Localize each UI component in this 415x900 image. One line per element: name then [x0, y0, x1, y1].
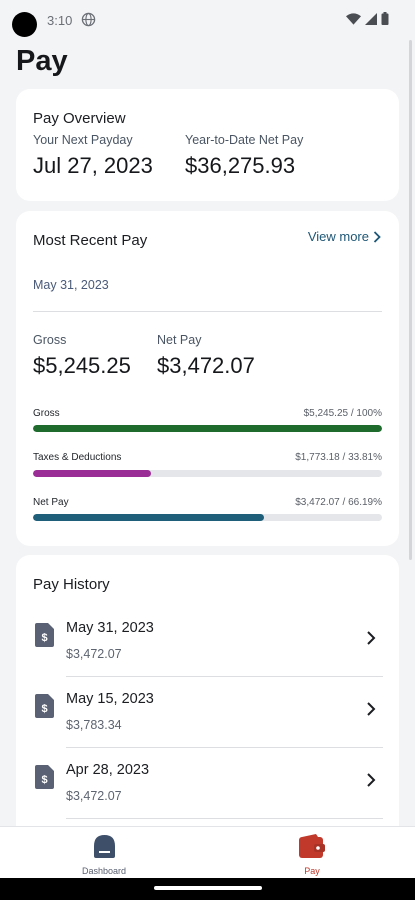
nav-dashboard-label: Dashboard	[81, 866, 127, 876]
net-pay-progress-fill	[33, 514, 264, 521]
divider	[33, 311, 382, 312]
pay-document-icon: $	[35, 623, 54, 647]
dashboard-icon	[94, 835, 115, 858]
most-recent-pay-card: Most Recent Pay View more May 31, 2023 G…	[16, 211, 399, 546]
taxes-bar-value: $1,773.18 / 33.81%	[295, 452, 382, 463]
ytd-net-pay-value: $36,275.93	[185, 153, 296, 178]
svg-text:$: $	[41, 632, 47, 644]
pay-history-amount: $3,472.07	[66, 647, 122, 661]
taxes-progress-fill	[33, 470, 151, 477]
gross-progress-bar	[33, 425, 382, 432]
gross-bar-label: Gross	[33, 408, 60, 419]
svg-text:$: $	[41, 703, 47, 715]
next-payday-value: Jul 27, 2023	[33, 153, 153, 178]
gross-value: $5,245.25	[33, 353, 131, 378]
divider	[66, 818, 383, 819]
pay-overview-card: Pay Overview Your Next Payday Jul 27, 20…	[16, 89, 399, 201]
pay-overview-title: Pay Overview	[33, 110, 126, 127]
pay-history-row[interactable]: $ Apr 28, 2023 $3,472.07	[16, 748, 399, 819]
status-bar: 3:10	[0, 0, 415, 40]
net-pay-bar-label: Net Pay	[33, 497, 69, 508]
taxes-bar-label: Taxes & Deductions	[33, 452, 122, 463]
bottom-nav: Dashboard Pay	[0, 826, 415, 878]
status-time: 3:10	[47, 13, 73, 28]
pay-history-date: Apr 28, 2023	[66, 762, 150, 778]
battery-icon	[381, 12, 389, 25]
pay-document-icon: $	[35, 694, 54, 718]
pay-history-date: May 15, 2023	[66, 691, 154, 707]
gross-bar-value: $5,245.25 / 100%	[303, 408, 382, 419]
camera-cutout	[12, 12, 37, 37]
pay-document-icon: $	[35, 765, 54, 789]
globe-icon	[81, 12, 96, 27]
pay-history-amount: $3,472.07	[66, 789, 122, 803]
net-pay-label: Net Pay	[157, 333, 202, 347]
cell-signal-icon	[365, 12, 377, 25]
page-title: Pay	[16, 45, 68, 77]
recent-pay-date: May 31, 2023	[33, 278, 109, 292]
pay-history-row[interactable]: $ May 15, 2023 $3,783.34	[16, 677, 399, 748]
view-more-label: View more	[307, 229, 369, 244]
net-pay-value: $3,472.07	[157, 353, 255, 378]
most-recent-pay-title: Most Recent Pay	[33, 232, 148, 249]
divider	[66, 676, 383, 677]
svg-text:$: $	[41, 774, 47, 786]
scrollbar[interactable]	[409, 40, 412, 560]
home-indicator[interactable]	[154, 886, 262, 890]
pay-history-title: Pay History	[33, 576, 110, 593]
nav-pay-label: Pay	[304, 866, 320, 876]
nav-dashboard[interactable]: Dashboard	[44, 827, 164, 879]
pay-history-row[interactable]: $ May 31, 2023 $3,472.07	[16, 606, 399, 677]
chevron-right-icon	[373, 230, 381, 243]
divider	[66, 747, 383, 748]
chevron-right-icon	[367, 631, 376, 645]
taxes-progress-bar	[33, 470, 382, 477]
gross-progress-fill	[33, 425, 382, 432]
gross-label: Gross	[33, 333, 67, 347]
view-more-link[interactable]: View more	[308, 229, 381, 244]
nav-pay[interactable]: Pay	[252, 827, 372, 879]
pay-history-card: Pay History $ May 31, 2023 $3,472.07 $ M…	[16, 555, 399, 845]
net-pay-progress-bar	[33, 514, 382, 521]
next-payday-label: Your Next Payday	[33, 133, 133, 147]
net-pay-bar-value: $3,472.07 / 66.19%	[295, 497, 382, 508]
pay-history-amount: $3,783.34	[66, 718, 122, 732]
pay-history-date: May 31, 2023	[66, 620, 154, 636]
wifi-icon	[346, 12, 361, 25]
ytd-net-pay-label: Year-to-Date Net Pay	[185, 133, 304, 147]
chevron-right-icon	[367, 773, 376, 787]
wallet-icon	[299, 834, 325, 858]
chevron-right-icon	[367, 702, 376, 716]
